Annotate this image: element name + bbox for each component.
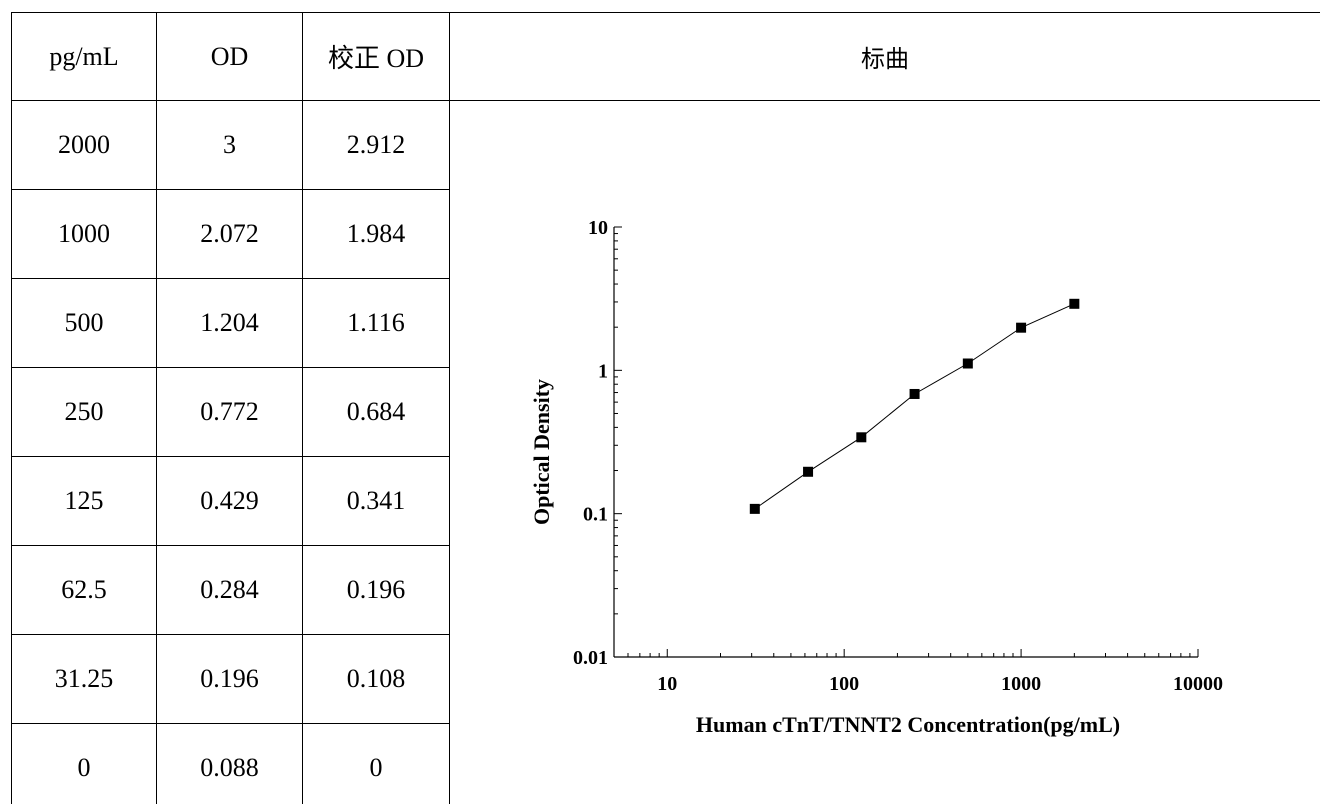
- header-bottom-border: [11, 100, 1320, 101]
- table-cell: 0: [369, 753, 383, 782]
- x-tick-label: 1000: [1001, 673, 1041, 695]
- table-cell: 0.196: [346, 575, 406, 604]
- y-tick-label: 1: [598, 360, 608, 382]
- data-point: [803, 466, 814, 477]
- x-tick-label: 100: [829, 673, 859, 695]
- header-concentration: pg/mL: [49, 41, 119, 71]
- data-point: [1016, 322, 1027, 333]
- table-cell: 2.912: [346, 130, 406, 159]
- row-divider: [11, 189, 449, 190]
- row-divider: [11, 367, 449, 368]
- table-cell: 500: [64, 308, 104, 337]
- data-point: [749, 503, 760, 514]
- table-cell: 1.116: [347, 308, 405, 337]
- row-divider: [11, 456, 449, 457]
- table-cell: 2000: [58, 130, 110, 159]
- table-cell: 1.204: [200, 308, 259, 337]
- table-cell: 0.284: [200, 575, 259, 604]
- x-tick-label: 10: [657, 673, 677, 695]
- header-corrected-od: 校正 OD: [327, 44, 425, 73]
- table-cell: 1.984: [346, 219, 406, 248]
- x-axis-title: Human cTnT/TNNT2 Concentration(pg/mL): [696, 712, 1120, 737]
- row-divider: [11, 634, 449, 635]
- x-tick-label: 10000: [1173, 673, 1223, 695]
- column-divider: [156, 12, 157, 804]
- row-divider: [11, 278, 449, 279]
- table-cell: 0.108: [346, 664, 406, 693]
- chart-header: 标曲: [861, 45, 909, 73]
- table-cell: 0.341: [346, 486, 406, 515]
- y-tick-label: 0.01: [573, 647, 608, 669]
- data-point: [962, 358, 973, 369]
- y-axis-title: Optical Density: [529, 379, 554, 525]
- table-cell: 62.5: [61, 575, 107, 604]
- row-divider: [11, 723, 449, 724]
- row-divider: [11, 545, 449, 546]
- table-cell: 0.088: [200, 753, 259, 782]
- table-cell: 0.429: [200, 486, 259, 515]
- table-left-border: [11, 12, 12, 804]
- series-line: [754, 303, 1075, 510]
- data-point: [1069, 298, 1080, 309]
- data-point: [856, 432, 867, 443]
- standard-curve-chart: 10 100 1000 10000 0.01 0.1 1 10 Human cTnT/TNNT2…: [450, 101, 1320, 804]
- column-divider: [302, 12, 303, 804]
- header-od: OD: [210, 41, 249, 71]
- table-cell: 125: [64, 486, 104, 515]
- table-cell: 0.196: [200, 664, 259, 693]
- column-divider: [449, 12, 450, 804]
- data-point: [909, 388, 920, 399]
- y-tick-label: 0.1: [583, 504, 608, 526]
- y-tick-label: 10: [588, 217, 608, 239]
- table-cell: 0: [77, 753, 91, 782]
- table-cell: 1000: [58, 219, 110, 248]
- table-top-border: [11, 12, 1320, 13]
- table-cell: 0.684: [346, 397, 406, 426]
- table-cell: 250: [64, 397, 104, 426]
- chart-svg: 10 100 1000 10000 0.01 0.1 1 10 Human cTnT/TNNT2…: [529, 217, 1223, 737]
- table-cell: 3: [223, 130, 236, 159]
- table-cell: 0.772: [200, 397, 259, 426]
- table-cell: 31.25: [54, 664, 114, 693]
- table-cell: 2.072: [200, 219, 259, 248]
